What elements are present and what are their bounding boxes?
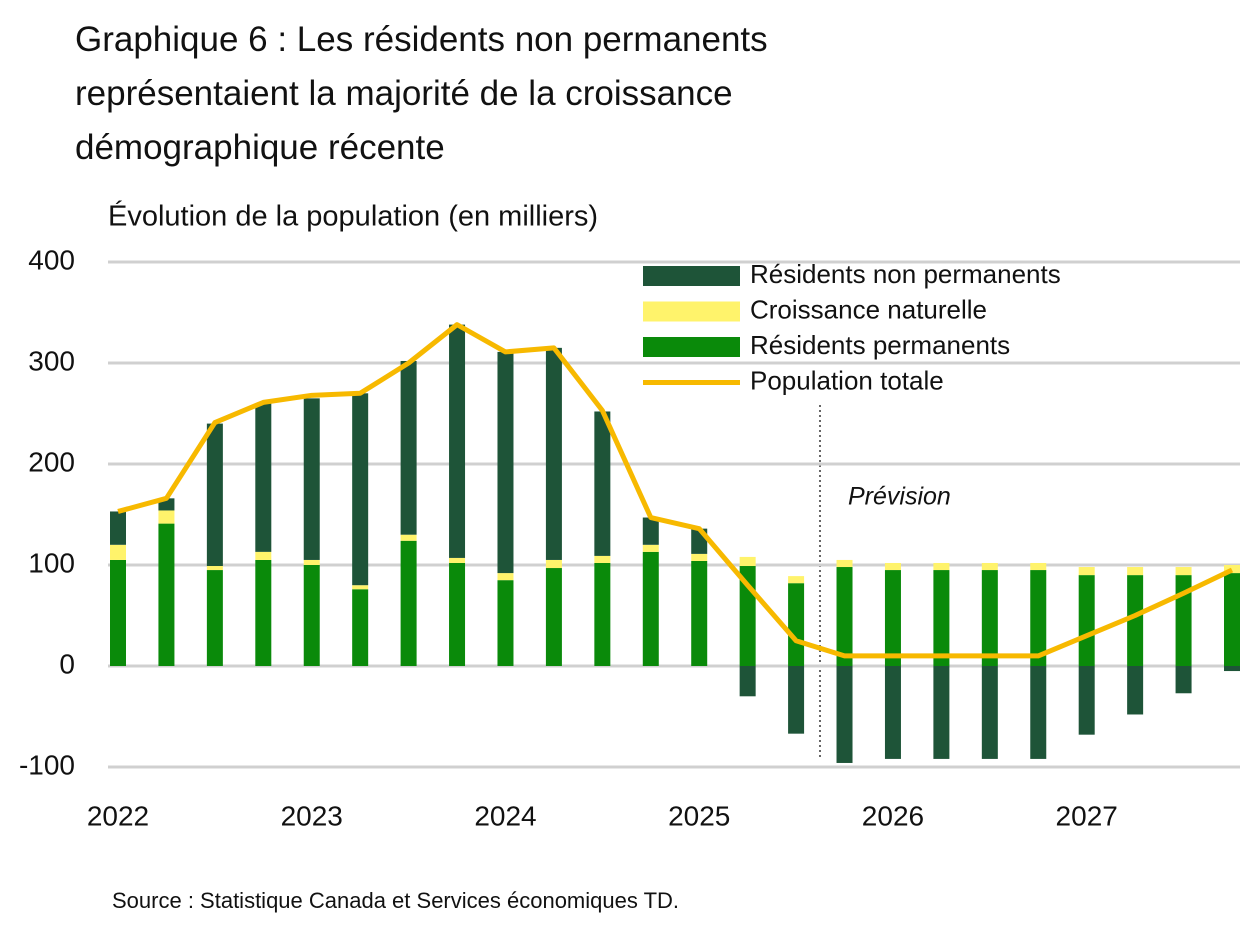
line xyxy=(117,322,1234,659)
bar xyxy=(110,544,126,560)
bar xyxy=(449,557,466,563)
y-tick-label: 300 xyxy=(28,345,75,376)
y-tick-label: -100 xyxy=(19,749,75,780)
bar xyxy=(1175,666,1192,694)
bar xyxy=(788,666,805,734)
legend-swatch xyxy=(643,301,740,322)
bar xyxy=(400,360,417,535)
legend-label: Résidents permanents xyxy=(750,330,1010,360)
legend: Résidents non permanents Croissance natur… xyxy=(643,259,1061,395)
y-tick-label: 100 xyxy=(28,547,75,578)
bar xyxy=(1224,565,1240,574)
bar xyxy=(1030,666,1047,759)
bar xyxy=(933,570,950,666)
bar xyxy=(642,517,659,545)
bar xyxy=(1224,666,1240,672)
x-tick-label: 2022 xyxy=(87,800,149,831)
bar xyxy=(981,570,998,666)
chart-subtitle: Évolution de la population (en milliers) xyxy=(108,200,598,233)
source: Source : Statistique Canada et Services … xyxy=(112,888,679,913)
annotation: Prévision xyxy=(848,483,951,511)
x-tick-label: 2027 xyxy=(1056,800,1118,831)
bar xyxy=(449,324,466,558)
bar xyxy=(933,562,950,571)
y-tick-label: 400 xyxy=(28,244,75,275)
bar xyxy=(352,585,369,590)
x-tick-label: 2025 xyxy=(668,800,730,831)
bar xyxy=(400,534,417,541)
bar xyxy=(1030,570,1047,666)
bar xyxy=(352,393,369,586)
legend-swatch xyxy=(643,337,740,357)
bar xyxy=(545,568,562,666)
bar xyxy=(400,540,417,666)
bar xyxy=(836,559,853,568)
x-tick-label: 2026 xyxy=(862,800,924,831)
bar xyxy=(158,510,175,524)
bar xyxy=(691,553,708,561)
bar xyxy=(1078,575,1095,666)
bar xyxy=(594,411,611,556)
bar xyxy=(884,562,901,571)
bar xyxy=(1127,575,1144,666)
legend-label: Population totale xyxy=(750,365,944,395)
bar xyxy=(255,559,272,666)
bar xyxy=(110,511,126,545)
legend-label: Résidents non permanents xyxy=(750,259,1061,289)
bar xyxy=(1127,567,1144,576)
bar xyxy=(206,423,223,567)
bar xyxy=(352,589,369,666)
y-tick-label: 200 xyxy=(28,446,75,477)
bar xyxy=(303,559,320,565)
bar xyxy=(303,398,320,560)
bar xyxy=(1175,567,1192,576)
bar xyxy=(303,565,320,666)
x-tick-label: 2023 xyxy=(281,800,343,831)
bar xyxy=(884,666,901,759)
bar xyxy=(739,556,756,567)
bar xyxy=(933,666,950,759)
bar xyxy=(545,347,562,560)
x-tick-label: 2024 xyxy=(474,800,536,831)
bar xyxy=(545,559,562,569)
bar xyxy=(594,555,611,563)
bar xyxy=(884,570,901,666)
bar xyxy=(1030,562,1047,571)
bar xyxy=(1127,666,1144,715)
bar xyxy=(497,580,514,666)
bar xyxy=(206,570,223,666)
bar xyxy=(594,562,611,666)
legend-label: Croissance naturelle xyxy=(750,294,987,324)
bar xyxy=(1078,666,1095,735)
bar xyxy=(788,583,805,666)
bar xyxy=(1078,567,1095,576)
bar xyxy=(158,523,175,666)
bar xyxy=(788,576,805,584)
bar xyxy=(255,403,272,552)
chart-title: Graphique 6 : Les résidents non permanen… xyxy=(75,20,768,167)
y-tick-label: 0 xyxy=(59,648,75,679)
bar xyxy=(981,562,998,571)
bar xyxy=(497,351,514,574)
bar xyxy=(449,562,466,666)
bar xyxy=(691,560,708,666)
bar xyxy=(255,551,272,560)
bar xyxy=(642,544,659,552)
bar xyxy=(1224,573,1240,666)
bar xyxy=(981,666,998,759)
bar xyxy=(739,666,756,697)
bar xyxy=(110,559,126,666)
bar xyxy=(836,666,853,763)
legend-swatch xyxy=(643,266,740,286)
bar xyxy=(497,573,514,581)
bar xyxy=(642,551,659,666)
bar xyxy=(206,566,223,571)
bar xyxy=(836,567,853,666)
